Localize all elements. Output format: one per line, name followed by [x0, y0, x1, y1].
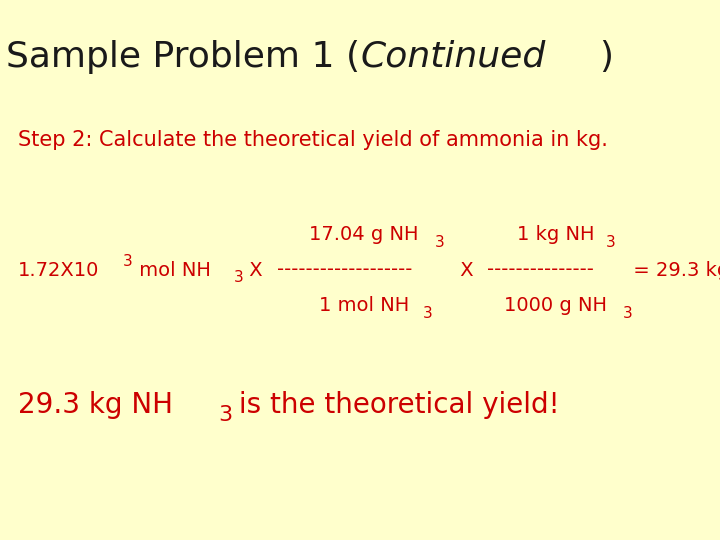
Text: 29.3 kg NH: 29.3 kg NH	[18, 391, 173, 419]
Text: 3: 3	[606, 235, 616, 251]
Text: ): )	[599, 40, 613, 73]
Text: 1.72X10: 1.72X10	[18, 260, 99, 280]
Text: 3: 3	[218, 405, 232, 425]
Text: = 29.3 kg NH: = 29.3 kg NH	[627, 260, 720, 280]
Text: 3: 3	[423, 306, 432, 321]
Text: 3: 3	[233, 271, 243, 286]
Text: 1000 g NH: 1000 g NH	[505, 295, 608, 315]
Text: 3: 3	[123, 254, 132, 269]
Text: 3: 3	[622, 306, 632, 321]
Text: is the theoretical yield!: is the theoretical yield!	[230, 391, 559, 419]
Text: 3: 3	[435, 235, 445, 251]
Text: 17.04 g NH: 17.04 g NH	[310, 225, 419, 245]
Text: X: X	[243, 260, 269, 280]
Text: Continued: Continued	[360, 40, 545, 73]
Text: ---------------: ---------------	[487, 260, 594, 280]
Text: 1 mol NH: 1 mol NH	[319, 295, 410, 315]
Text: Step 2: Calculate the theoretical yield of ammonia in kg.: Step 2: Calculate the theoretical yield …	[18, 130, 608, 151]
Text: X: X	[454, 260, 480, 280]
Text: -------------------: -------------------	[277, 260, 413, 280]
Text: Sample Problem 1 (: Sample Problem 1 (	[6, 40, 360, 73]
Text: mol NH: mol NH	[133, 260, 211, 280]
Text: 1 kg NH: 1 kg NH	[517, 225, 595, 245]
